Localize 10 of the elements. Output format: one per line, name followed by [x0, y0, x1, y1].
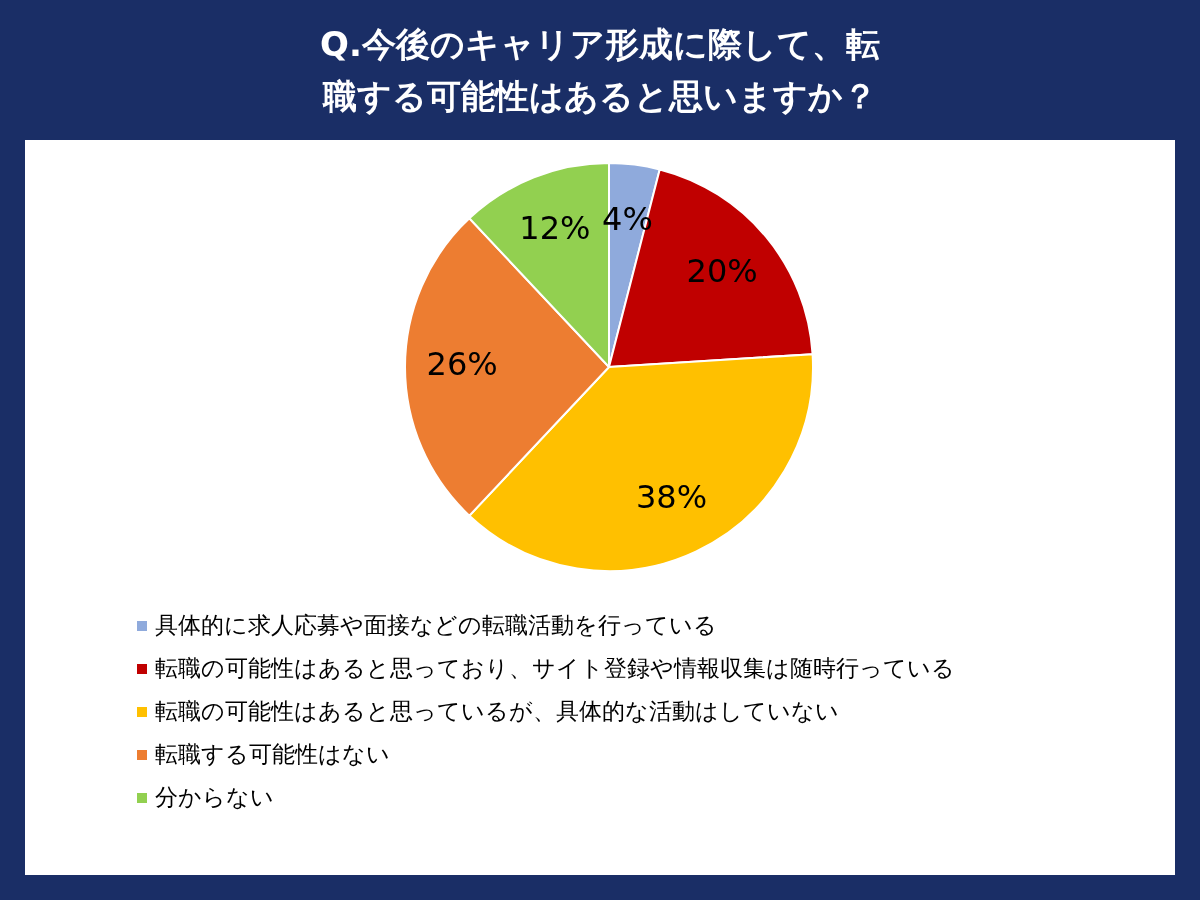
legend-label: 転職の可能性はあると思っているが、具体的な活動はしていない: [155, 697, 839, 726]
chart-title: Q.今後のキャリア形成に際して、転職する可能性はあると思いますか？: [319, 23, 881, 118]
data-label: 26%: [426, 345, 498, 384]
data-label: 20%: [686, 251, 758, 290]
data-label: 12%: [519, 208, 591, 247]
legend-label: 転職する可能性はない: [155, 740, 390, 769]
legend-label: 具体的に求人応募や面接などの転職活動を行っている: [155, 611, 717, 640]
legend-label: 転職の可能性はあると思っており、サイト登録や情報収集は随時行っている: [155, 654, 955, 683]
legend-label: 分からない: [155, 783, 274, 812]
data-label: 38%: [635, 478, 708, 517]
